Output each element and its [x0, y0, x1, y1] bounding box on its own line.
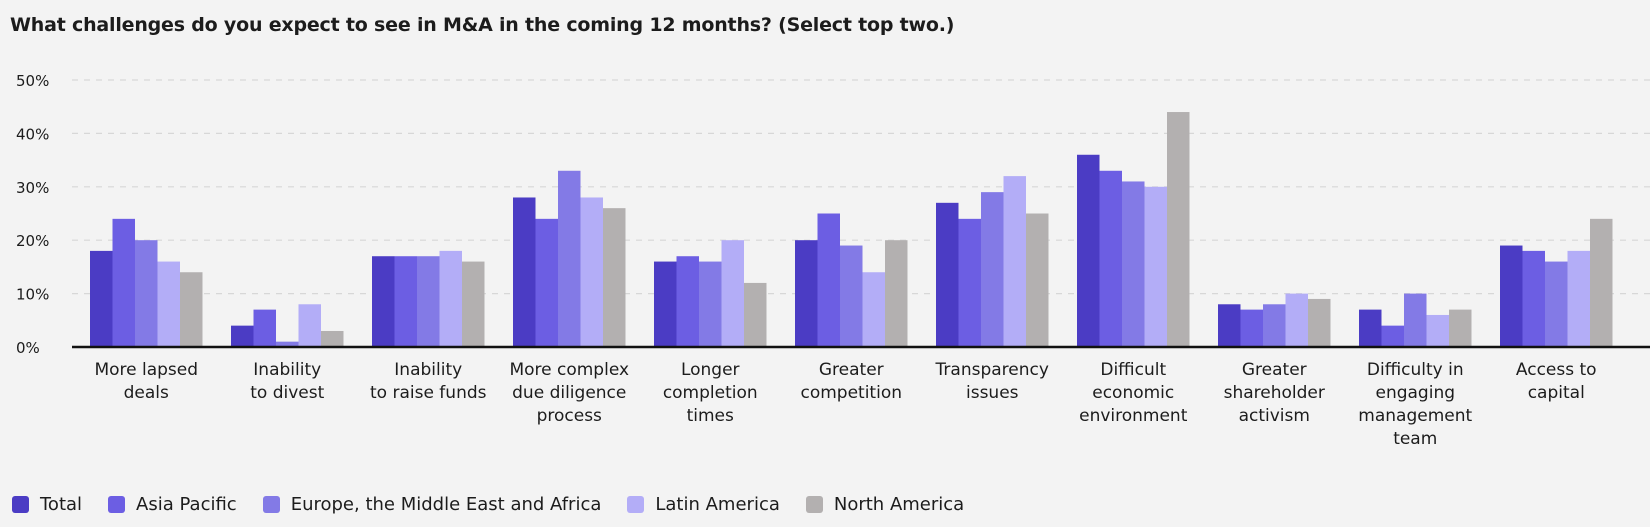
bar — [276, 341, 299, 347]
bar — [744, 282, 767, 347]
bar — [1167, 112, 1190, 347]
y-tick-label: 20% — [16, 232, 49, 250]
bar — [603, 208, 626, 347]
bar — [1026, 213, 1049, 347]
bar — [676, 256, 699, 347]
legend-label: Latin America — [655, 494, 780, 515]
bar — [1381, 325, 1404, 347]
x-tick-label: Difficult economic environment — [1079, 360, 1188, 426]
bar — [1522, 250, 1545, 347]
x-tick-label: Difficulty in engaging management team — [1358, 360, 1472, 449]
bar — [1285, 293, 1308, 347]
bar — [439, 250, 462, 347]
legend-swatch — [12, 496, 29, 513]
bar — [580, 197, 603, 347]
legend-swatch — [108, 496, 126, 513]
legend-label: North America — [833, 494, 965, 515]
legend-item: Latin America — [627, 494, 780, 515]
bar — [817, 213, 840, 347]
y-axis-ticks: 0% 10% 20% 30% 40% 50% — [16, 72, 49, 357]
bar — [321, 330, 344, 347]
legend-swatch — [805, 496, 823, 513]
x-tick-label: Inability to divest — [250, 360, 324, 403]
x-axis-labels: More lapsed deals Inability to divest Inabil… — [94, 360, 1596, 449]
bar — [231, 325, 254, 347]
x-tick-label: Inability to raise funds — [370, 360, 487, 403]
bar — [862, 272, 885, 347]
bar — [1359, 309, 1382, 347]
bar — [253, 309, 276, 347]
y-tick-label: 10% — [16, 286, 49, 304]
bar — [157, 261, 180, 347]
bar — [1122, 181, 1145, 347]
bar — [513, 197, 536, 347]
bar — [885, 240, 908, 347]
y-tick-label: 40% — [16, 125, 49, 143]
legend-item: North America — [805, 494, 965, 515]
legend: Total Asia Pacific Europe, the Middle East… — [12, 494, 990, 515]
bar — [90, 250, 113, 347]
bar — [1545, 261, 1568, 347]
legend-swatch — [627, 496, 645, 513]
bar — [180, 272, 203, 347]
y-tick-label: 30% — [16, 179, 49, 197]
bar — [1449, 309, 1472, 347]
bar — [721, 240, 744, 347]
bar — [1003, 176, 1026, 347]
chart-title: What challenges do you expect to see in … — [10, 14, 955, 36]
legend-swatch — [262, 496, 280, 513]
x-tick-label: Greater competition — [800, 360, 902, 403]
bar — [298, 304, 321, 347]
bar — [1144, 186, 1167, 347]
legend-item: Asia Pacific — [108, 494, 237, 515]
legend-label: Asia Pacific — [136, 494, 237, 515]
y-tick-label: 0% — [16, 339, 40, 357]
bar — [1218, 304, 1241, 347]
bar — [558, 170, 581, 347]
x-tick-label: Access to capital — [1516, 360, 1597, 403]
bar — [795, 240, 818, 347]
bar — [1590, 218, 1613, 347]
y-tick-label: 50% — [16, 72, 49, 90]
x-tick-label: More complex due diligence process — [509, 360, 629, 426]
bar — [699, 261, 722, 347]
legend-item: Total — [12, 494, 82, 515]
bar — [535, 218, 558, 347]
bar — [1500, 245, 1523, 347]
bar — [1099, 170, 1122, 347]
bar — [1308, 298, 1331, 347]
legend-label: Total — [40, 494, 83, 515]
bar — [1404, 293, 1427, 347]
bar — [1263, 304, 1286, 347]
bar — [958, 218, 981, 347]
bar — [936, 202, 959, 347]
bar — [654, 261, 677, 347]
bar — [1077, 154, 1100, 347]
bar — [981, 192, 1004, 347]
bar — [112, 218, 135, 347]
x-tick-label: Transparency issues — [935, 360, 1049, 403]
bar — [372, 256, 395, 347]
bar — [1426, 314, 1449, 347]
x-tick-label: More lapsed deals — [94, 360, 198, 403]
legend-item: Europe, the Middle East and Africa — [262, 494, 602, 515]
bar — [840, 245, 863, 347]
x-tick-label: Longer completion times — [663, 360, 758, 426]
bars — [90, 112, 1613, 347]
bar — [417, 256, 440, 347]
bar — [394, 256, 417, 347]
bar — [135, 240, 158, 347]
bar — [1567, 250, 1590, 347]
legend-label: Europe, the Middle East and Africa — [290, 494, 602, 515]
bar — [1240, 309, 1263, 347]
bar — [462, 261, 485, 347]
x-tick-label: Greater shareholder activism — [1224, 360, 1325, 426]
